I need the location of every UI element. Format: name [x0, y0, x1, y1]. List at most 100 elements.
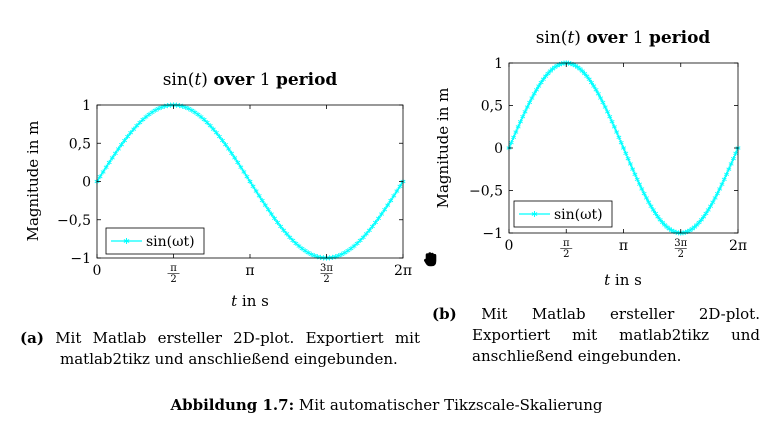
data-point-a — [161, 104, 167, 109]
y-tick-label-a: 1 — [82, 98, 91, 114]
data-point-b — [637, 182, 643, 186]
y-tick-label-b: −1 — [482, 226, 503, 242]
data-point-a — [369, 224, 375, 229]
data-point-b — [586, 77, 592, 81]
subfigure-caption-a: (a) Mit Matlab ersteller 2D-plot. Export… — [20, 328, 420, 370]
data-point-b — [657, 218, 663, 222]
data-point-b — [726, 167, 732, 171]
data-point-b — [639, 187, 645, 191]
data-point-b — [604, 110, 610, 114]
data-point-a — [204, 120, 210, 125]
x-tick-label-b: π2 — [560, 238, 573, 260]
data-point-b — [694, 223, 700, 227]
caption-label-b: (b) — [432, 305, 457, 323]
legend-label-a: sin(ωt) — [146, 234, 195, 250]
data-point-b — [696, 220, 702, 225]
data-point-a — [253, 189, 259, 193]
x-tick-label-b: π — [619, 238, 628, 254]
caption-text-a: Mit Matlab ersteller 2D-plot. Exportiert… — [55, 329, 420, 368]
data-point-b — [719, 182, 725, 186]
data-point-b — [545, 71, 551, 76]
data-point-a — [115, 147, 121, 151]
x-tick-label-num-b: 3π — [674, 238, 687, 249]
data-point-b — [717, 187, 723, 191]
data-point-b — [616, 135, 622, 140]
data-point-b — [593, 88, 599, 92]
legend-b: sin(ωt) — [513, 200, 613, 228]
data-point-b — [534, 88, 539, 92]
data-point-a — [149, 110, 155, 114]
data-point-b — [536, 84, 542, 88]
data-point-a — [366, 228, 372, 232]
data-point-a — [201, 117, 207, 122]
data-point-b — [630, 167, 636, 171]
x-tick-label-a: π2 — [167, 263, 180, 285]
y-tick-label-a: 0 — [82, 175, 91, 191]
data-point-b — [650, 208, 656, 212]
data-point-b — [641, 191, 647, 196]
chart-title-a: sin(t) over 1 period — [163, 70, 338, 90]
caption-text-b: Mit Matlab ersteller 2D-plot. Exportiert… — [472, 305, 760, 365]
data-point-b — [687, 228, 693, 233]
data-point-b — [634, 177, 640, 181]
data-point-b — [655, 215, 661, 219]
data-point-a — [232, 156, 238, 160]
data-point-b — [579, 69, 585, 73]
subfigure-caption-b: (b) Mit Matlab ersteller 2D-plot. Export… — [432, 304, 760, 367]
data-point-b — [598, 96, 604, 100]
data-point-a — [272, 216, 277, 221]
data-point-a — [238, 165, 244, 169]
data-point-a — [229, 151, 235, 156]
data-point-b — [531, 92, 537, 96]
data-point-a — [314, 254, 320, 259]
x-tick-label-a: 2π — [394, 263, 412, 279]
data-point-b — [646, 200, 652, 204]
x-tick-label-den-a: 2 — [170, 274, 176, 285]
data-point-a — [333, 254, 339, 259]
data-point-a — [210, 127, 216, 131]
data-point-b — [614, 130, 620, 134]
data-point-a — [394, 189, 400, 193]
data-point-b — [508, 140, 514, 145]
data-point-b — [538, 80, 544, 85]
data-point-a — [106, 160, 112, 165]
data-point-a — [382, 207, 388, 212]
data-point-a — [207, 124, 213, 128]
data-point-b — [517, 120, 523, 124]
data-point-b — [582, 71, 588, 76]
data-point-b — [724, 172, 730, 176]
data-point-b — [595, 92, 601, 96]
data-point-a — [219, 138, 225, 143]
data-point-b — [643, 196, 649, 200]
data-point-b — [513, 130, 519, 134]
data-point-a — [351, 244, 357, 248]
data-point-b — [701, 215, 707, 219]
data-point-b — [659, 220, 665, 225]
data-point-b — [591, 84, 597, 88]
data-point-a — [311, 253, 317, 258]
x-tick-label-den-a: 2 — [323, 274, 329, 285]
data-point-a — [385, 203, 391, 207]
data-point-a — [213, 131, 219, 135]
data-point-a — [250, 184, 256, 188]
data-point-b — [577, 67, 583, 71]
data-point-a — [372, 220, 378, 225]
data-point-a — [379, 212, 385, 216]
legend-marker-b — [531, 212, 538, 216]
data-point-a — [119, 142, 124, 147]
data-point-b — [600, 100, 606, 105]
data-point-a — [247, 179, 253, 184]
data-point-b — [712, 196, 718, 200]
x-tick-label-a: π — [245, 263, 254, 279]
data-point-b — [689, 227, 695, 231]
data-point-a — [235, 160, 241, 165]
data-point-b — [692, 225, 697, 229]
data-point-a — [268, 212, 274, 216]
y-axis-label-a: Magnitude in m — [24, 121, 42, 242]
y-tick-label-b: 0 — [494, 141, 503, 157]
data-point-b — [552, 65, 558, 69]
data-point-b — [527, 100, 533, 105]
data-point-a — [198, 115, 204, 119]
